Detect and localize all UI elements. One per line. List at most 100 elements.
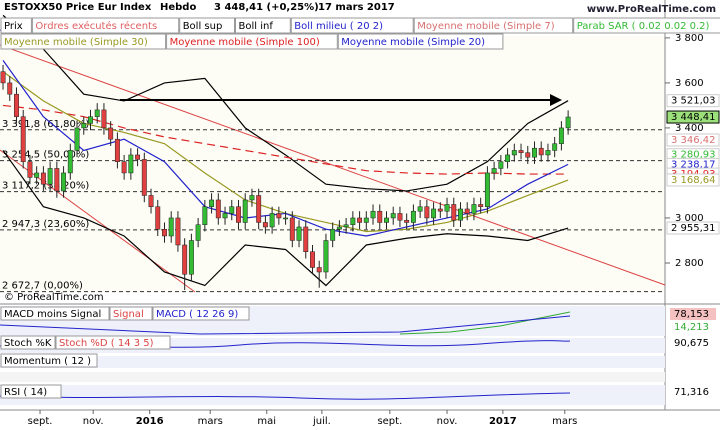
candle-body xyxy=(88,116,93,124)
candle-body xyxy=(242,199,248,223)
panel-title-box xyxy=(0,306,110,321)
candle-body xyxy=(61,172,67,192)
candle-body xyxy=(538,147,544,156)
candle-body xyxy=(135,154,141,160)
candle-body xyxy=(47,168,53,185)
legend-box xyxy=(337,33,504,50)
candle-body xyxy=(404,219,410,223)
panel-value-box xyxy=(670,386,716,398)
x-tick-label: sept. xyxy=(377,416,402,427)
panel-title-box xyxy=(0,384,62,399)
candle-body xyxy=(54,168,60,192)
price-tag-label: 3 280,93 xyxy=(671,150,716,161)
legend-box xyxy=(413,17,574,34)
indicator-line xyxy=(2,150,569,287)
x-tick-label: juil. xyxy=(312,416,331,427)
candle-body xyxy=(276,213,282,219)
panel-title: MACD moins Signal xyxy=(4,309,101,320)
fib-label: 3 254,5 (50,00%) xyxy=(2,150,89,161)
y-tick-label: 2 800 xyxy=(675,258,704,269)
y-tick-label: 3 000 xyxy=(675,213,704,224)
x-tick-label: mai xyxy=(257,416,276,427)
candle-body xyxy=(310,251,315,268)
title: ESTOXX50 Price Eur Index xyxy=(4,2,152,13)
y-tick-label: 3 400 xyxy=(675,123,704,134)
candle-body xyxy=(215,199,221,219)
panel-value: 90,675 xyxy=(674,338,709,349)
candle-body xyxy=(410,210,416,223)
panel-title-box xyxy=(109,306,153,321)
candle-body xyxy=(397,213,403,221)
x-tick-label: mars xyxy=(198,416,223,427)
y-tick-label: 3 800 xyxy=(675,33,704,44)
candle-body xyxy=(121,161,127,174)
legend-entry: Moyenne mobile (Simple 30) xyxy=(4,37,148,48)
panel-title-box xyxy=(55,335,171,350)
candle-body xyxy=(249,195,255,201)
date: 17 mars 2017 xyxy=(318,2,395,13)
candle-body xyxy=(296,226,302,241)
candle-body xyxy=(437,208,443,212)
x-tick-label: 2017 xyxy=(489,416,517,427)
fib-label: 3 117,2 (38,20%) xyxy=(2,181,89,192)
footer: © ProRealTime.com xyxy=(4,292,104,303)
panel-title-box xyxy=(152,306,250,321)
legend-entry: Parab SAR ( 0.02 0.02 0.2) xyxy=(577,21,710,32)
price-tag-label: 3 238,17 xyxy=(671,159,716,170)
candle-body xyxy=(316,267,322,273)
candle-body xyxy=(81,123,87,129)
price: 3 448,41 (+0,25%) xyxy=(214,2,319,13)
candle-body xyxy=(552,143,558,151)
panel-title: Stoch %K xyxy=(4,338,52,349)
panel-value: 78,153 xyxy=(674,309,709,320)
candle-body xyxy=(20,116,26,162)
legend-entry: Boll milieu ( 20 2) xyxy=(294,21,383,32)
candle-body xyxy=(269,213,275,228)
price-tag xyxy=(666,110,720,124)
panel-line xyxy=(399,311,571,335)
candle-body xyxy=(262,222,268,228)
fib-label: 2 672,7 (0,00%) xyxy=(2,281,83,292)
candle-body xyxy=(491,168,497,174)
legend-box xyxy=(290,17,414,34)
plot-bg xyxy=(0,36,665,292)
panel-title: Signal xyxy=(113,309,144,320)
candle-body xyxy=(377,210,383,223)
panel-title: MACD ( 12 26 9) xyxy=(156,309,238,320)
legend-box xyxy=(0,33,167,50)
candle-body xyxy=(74,127,80,151)
legend-entry: Boll inf xyxy=(239,21,274,32)
legend-box xyxy=(0,17,32,34)
candle-body xyxy=(155,206,161,230)
x-tick-label: nov. xyxy=(83,416,104,427)
candle-body xyxy=(525,152,531,158)
candle-body xyxy=(34,172,40,178)
legend-box xyxy=(31,17,180,34)
candle-body xyxy=(532,147,537,158)
candle-body xyxy=(303,226,309,252)
x-tick-label: 2016 xyxy=(136,416,164,427)
panel-title-box xyxy=(0,335,56,350)
panel-bg xyxy=(0,385,665,405)
candle-body xyxy=(283,217,289,220)
candle-body xyxy=(27,161,33,178)
legend-entry: Ordres exécutés récents xyxy=(35,20,157,32)
candle-body xyxy=(67,150,73,174)
arrow-head xyxy=(550,94,562,106)
candle-body xyxy=(458,208,463,221)
panel-title-box xyxy=(0,353,98,368)
price-tag xyxy=(666,133,720,147)
candle-body xyxy=(478,204,484,207)
candle-body xyxy=(558,127,564,144)
panel-bg xyxy=(0,356,665,368)
legend-box xyxy=(573,17,720,34)
price-tag xyxy=(666,173,720,187)
period: Hebdo xyxy=(160,2,196,13)
legend-entry: Moyenne mobile (Simple 7) xyxy=(417,21,555,32)
price-tag xyxy=(666,221,720,235)
candle-body xyxy=(108,127,114,140)
panel-line xyxy=(0,392,571,400)
legend-box xyxy=(235,17,291,34)
panel-value: 71,316 xyxy=(674,387,709,398)
candle-body xyxy=(511,150,517,156)
